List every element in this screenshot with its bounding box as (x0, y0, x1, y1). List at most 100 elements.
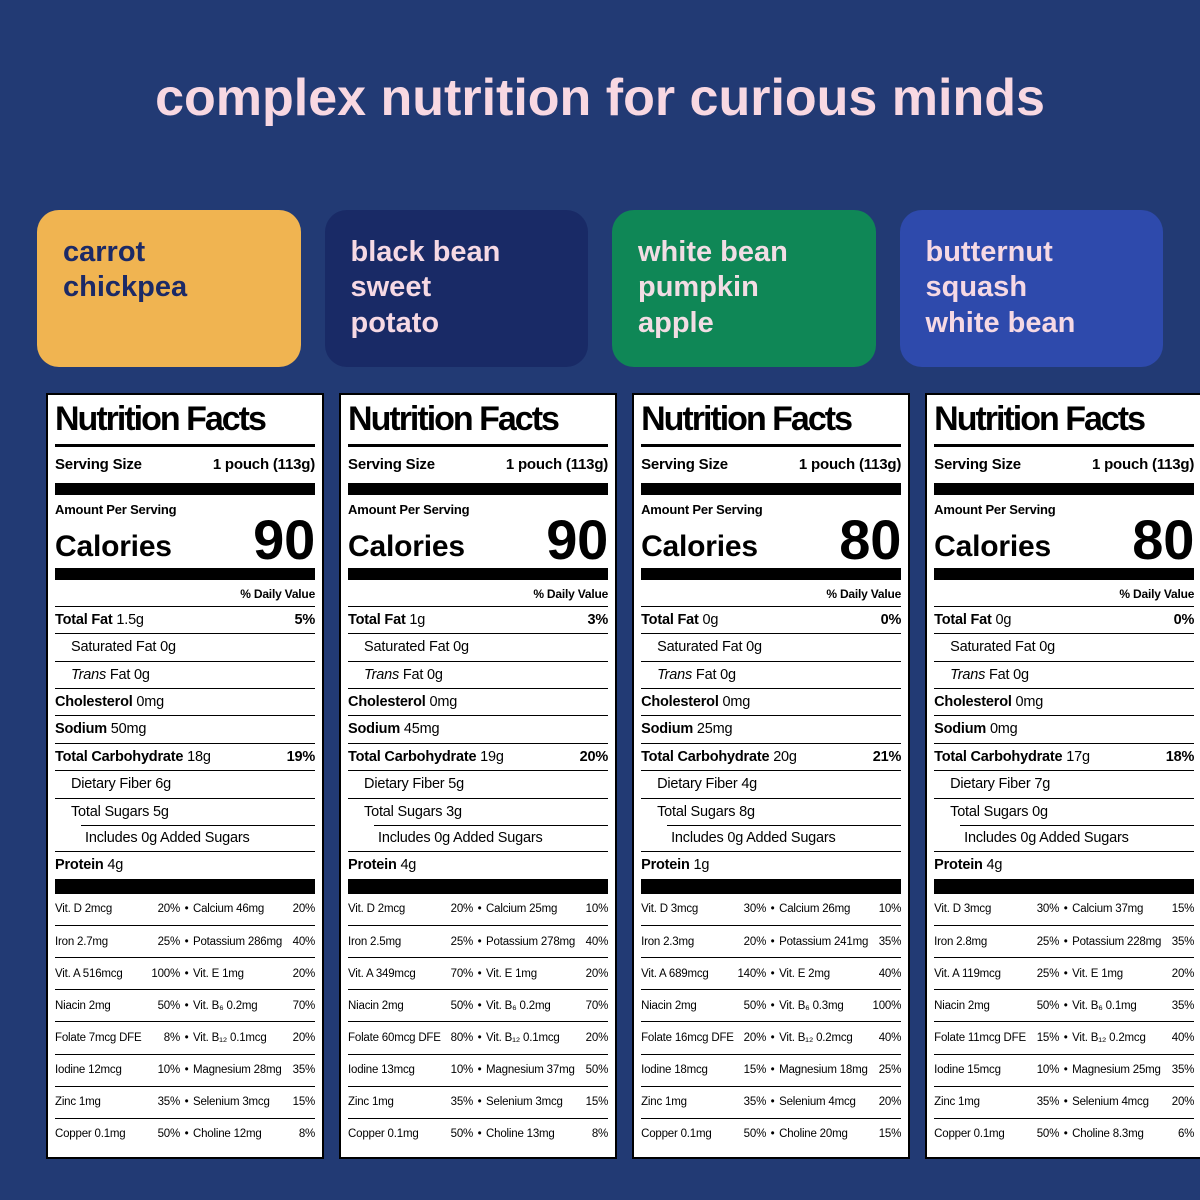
serving-size-row: Serving Size 1 pouch (113g) (55, 447, 315, 483)
nutrient-daily-value: 18% (1165, 748, 1195, 765)
micronutrient-row: Copper 0.1mg 50% • Choline 20mg 15% (641, 1117, 901, 1150)
nutrient-name: Protein 4g (348, 857, 416, 874)
nutrient-row: Trans Fat 0g (55, 660, 316, 688)
bullet-separator-icon: • (477, 1032, 482, 1045)
micronutrient-row: Copper 0.1mg 50% • Choline 12mg 8% (55, 1117, 316, 1150)
nutrient-row: Total Fat 0g 0% (641, 607, 901, 633)
nutrient-name-italic: Trans (950, 666, 986, 683)
nutrient-name: Protein 1g (641, 857, 709, 874)
micronutrient-row: Folate 7mcg DFE 8% • Vit. B₁₂ 0.1mcg 20% (55, 1021, 315, 1053)
nutrient-name: Sodium 50mg (55, 721, 146, 738)
nutrient-name-bold: Total Fat (348, 611, 406, 628)
micronutrient-name: Choline 12mg (193, 1128, 262, 1141)
nutrient-name: Cholesterol 0mg (348, 694, 457, 711)
micronutrient-daily-value: 8% (298, 1128, 316, 1141)
nutrient-name: Dietary Fiber 7g (950, 776, 1050, 793)
micronutrient-daily-value: 10% (450, 1064, 474, 1077)
bullet-separator-icon: • (184, 1096, 189, 1109)
micronutrient-name: Niacin 2mg (934, 999, 990, 1012)
nutrient-name-bold: Total Fat (934, 611, 992, 628)
micronutrient-daily-value: 35% (1171, 1064, 1195, 1077)
micronutrient-row: Iodine 15mcg 10% • Magnesium 25mg 35% (934, 1053, 1195, 1086)
nutrient-row: Total Sugars 3g (348, 797, 609, 825)
nutrition-facts-label: Nutrition Facts Serving Size 1 pouch (11… (632, 393, 911, 1159)
nutrient-name-bold: Cholesterol (55, 694, 133, 711)
nutrient-name: Total Sugars 8g (657, 804, 755, 821)
micronutrient-name: Vit. D 3mcg (641, 903, 699, 916)
serving-size-label: Serving Size (348, 456, 435, 473)
nutrient-row: Sodium 45mg (348, 715, 609, 742)
micronutrient-name: Vit. A 349mcg (348, 967, 416, 980)
micronutrient-row: Vit. A 689mcg 140% • Vit. E 2mg 40% (641, 957, 901, 989)
micronutrient-rows: Vit. D 2mcg 20% • Calcium 25mg 10% Iron … (348, 894, 608, 1150)
micronutrient-name: Potassium 278mg (486, 935, 576, 948)
micronutrient-daily-value: 20% (157, 903, 181, 916)
nutrient-name-italic: Trans (657, 666, 693, 683)
nutrient-name-bold: Sodium (348, 721, 401, 738)
micronutrient-daily-value: 50% (450, 1128, 474, 1141)
micronutrient-name: Selenium 3mcg (193, 1096, 270, 1109)
calories-value: 80 (1132, 508, 1195, 571)
micronutrient-name: Potassium 241mg (779, 935, 869, 948)
micronutrient-daily-value: 15% (1171, 903, 1195, 916)
nutrient-row: Total Sugars 5g (55, 797, 316, 825)
thick-divider (934, 483, 1195, 495)
micronutrient-row: Iodine 18mcg 15% • Magnesium 18mg 25% (641, 1053, 901, 1086)
bullet-separator-icon: • (1063, 999, 1068, 1012)
nutrition-facts-label: Nutrition Facts Serving Size 1 pouch (11… (925, 393, 1200, 1159)
nutrient-name-bold: Protein (934, 857, 983, 874)
nutrient-amount: 0mg (718, 694, 751, 711)
micronutrient-row: Zinc 1mg 35% • Selenium 3mcg 15% (348, 1085, 608, 1118)
bullet-separator-icon: • (477, 967, 482, 980)
micronutrient-daily-value: 20% (292, 1032, 316, 1045)
nutrient-daily-value: 21% (872, 748, 902, 765)
serving-size-value: 1 pouch (113g) (505, 456, 609, 473)
micronutrient-name: Niacin 2mg (348, 999, 404, 1012)
micronutrient-daily-value: 80% (450, 1032, 474, 1045)
micronutrient-daily-value: 8% (591, 1128, 609, 1141)
nutrient-name-bold: Total Carbohydrate (641, 748, 770, 765)
nutrient-name: Trans Fat 0g (364, 667, 443, 684)
nutrient-amount: Dietary Fiber 6g (71, 776, 171, 793)
bullet-separator-icon: • (1063, 967, 1068, 980)
micronutrient-daily-value: 40% (585, 935, 609, 948)
nutrient-name: Sodium 0mg (934, 721, 1018, 738)
micronutrient-name: Calcium 26mg (779, 903, 851, 916)
nutrient-name: Total Carbohydrate 20g (641, 749, 797, 766)
micronutrient-name: Calcium 37mg (1072, 903, 1144, 916)
bullet-separator-icon: • (1063, 1032, 1068, 1045)
micronutrient-daily-value: 35% (1171, 999, 1195, 1012)
serving-size-value: 1 pouch (113g) (1091, 456, 1195, 473)
nutrient-row: Cholesterol 0mg (934, 688, 1195, 715)
micronutrient-row: Copper 0.1mg 50% • Choline 8.3mg 6% (934, 1117, 1194, 1150)
bullet-separator-icon: • (770, 1128, 775, 1141)
micronutrient-daily-value: 40% (292, 935, 316, 948)
bullet-separator-icon: • (770, 903, 775, 916)
nutrient-amount: Fat 0g (106, 666, 150, 683)
micronutrient-daily-value: 30% (1036, 903, 1060, 916)
nutrient-name: Total Sugars 0g (950, 804, 1048, 821)
nutrient-name: Sodium 45mg (348, 721, 439, 738)
micronutrient-name: Vit. A 689mcg (641, 967, 709, 980)
micronutrient-row: Zinc 1mg 35% • Selenium 4mcg 20% (641, 1085, 901, 1118)
micronutrient-daily-value: 140% (737, 967, 767, 980)
micronutrient-daily-value: 100% (151, 967, 180, 980)
nutrient-amount: Saturated Fat 0g (71, 639, 176, 656)
micronutrient-row: Vit. D 2mcg 20% • Calcium 25mg 10% (348, 894, 608, 925)
calories-value: 80 (839, 508, 902, 571)
micronutrient-daily-value: 25% (157, 935, 181, 948)
flavor-badge: black bean sweet potato (324, 210, 588, 367)
nutrient-amount: 4g (982, 857, 1003, 874)
nutrient-name-bold: Cholesterol (641, 694, 719, 711)
micronutrient-daily-value: 35% (292, 1064, 316, 1077)
nutrient-row: Cholesterol 0mg (641, 688, 902, 715)
nutrient-name: Includes 0g Added Sugars (378, 830, 543, 847)
nutrient-name: Total Carbohydrate 19g (348, 749, 504, 766)
nutrient-amount: Fat 0g (399, 666, 443, 683)
micronutrient-name: Vit. E 1mg (486, 967, 537, 980)
calories-label: Calories (641, 530, 758, 564)
nutrient-row: Trans Fat 0g (641, 660, 902, 688)
nutrient-row: Total Sugars 0g (934, 797, 1195, 825)
micronutrient-name: Vit. E 2mg (779, 967, 830, 980)
nutrient-name: Total Fat 1.5g (55, 612, 144, 629)
